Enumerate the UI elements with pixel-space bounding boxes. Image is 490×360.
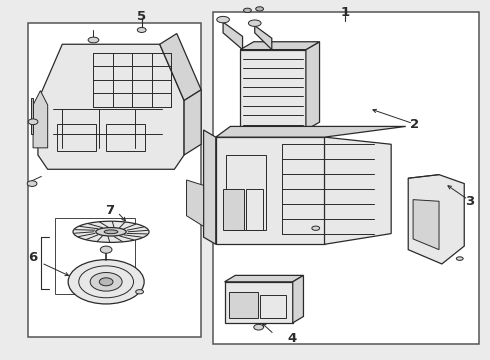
Bar: [106, 124, 145, 152]
Polygon shape: [240, 42, 319, 50]
Polygon shape: [293, 275, 303, 323]
Ellipse shape: [456, 257, 463, 260]
Polygon shape: [184, 90, 201, 155]
Ellipse shape: [256, 7, 264, 11]
Bar: [213, 12, 479, 344]
Ellipse shape: [137, 27, 146, 32]
Bar: [57, 124, 97, 152]
Ellipse shape: [79, 266, 133, 298]
Polygon shape: [187, 180, 203, 226]
Polygon shape: [224, 282, 293, 323]
Polygon shape: [324, 137, 391, 244]
Polygon shape: [160, 33, 201, 100]
Polygon shape: [306, 42, 319, 130]
Polygon shape: [224, 275, 303, 282]
Polygon shape: [30, 98, 33, 134]
Ellipse shape: [99, 278, 113, 286]
Text: 3: 3: [466, 195, 475, 208]
Text: 6: 6: [28, 251, 38, 264]
Ellipse shape: [28, 119, 38, 125]
Polygon shape: [216, 126, 406, 137]
Ellipse shape: [100, 246, 112, 253]
Polygon shape: [408, 175, 464, 264]
Polygon shape: [223, 22, 243, 50]
Ellipse shape: [244, 8, 251, 13]
Polygon shape: [240, 50, 306, 130]
Ellipse shape: [254, 324, 264, 330]
Ellipse shape: [217, 17, 229, 23]
Ellipse shape: [90, 273, 122, 291]
Polygon shape: [38, 44, 184, 169]
Ellipse shape: [104, 230, 118, 234]
Bar: [225, 155, 266, 230]
Polygon shape: [255, 26, 272, 50]
Polygon shape: [413, 200, 439, 249]
Bar: [55, 217, 135, 294]
Text: 7: 7: [105, 204, 114, 217]
Polygon shape: [33, 91, 48, 148]
Text: 5: 5: [137, 10, 147, 23]
Polygon shape: [216, 137, 324, 244]
Bar: [260, 295, 286, 318]
Bar: [229, 292, 258, 318]
Bar: [223, 189, 244, 230]
Ellipse shape: [248, 20, 261, 26]
Ellipse shape: [136, 290, 144, 294]
Polygon shape: [203, 130, 216, 244]
Bar: [246, 189, 264, 230]
Ellipse shape: [73, 221, 149, 242]
Ellipse shape: [312, 226, 319, 230]
Ellipse shape: [68, 260, 144, 304]
Ellipse shape: [27, 181, 37, 186]
Text: 4: 4: [287, 333, 296, 346]
Bar: [28, 23, 201, 337]
Text: 1: 1: [341, 6, 349, 19]
Ellipse shape: [96, 228, 126, 236]
Ellipse shape: [88, 37, 99, 43]
Text: 2: 2: [410, 118, 419, 131]
